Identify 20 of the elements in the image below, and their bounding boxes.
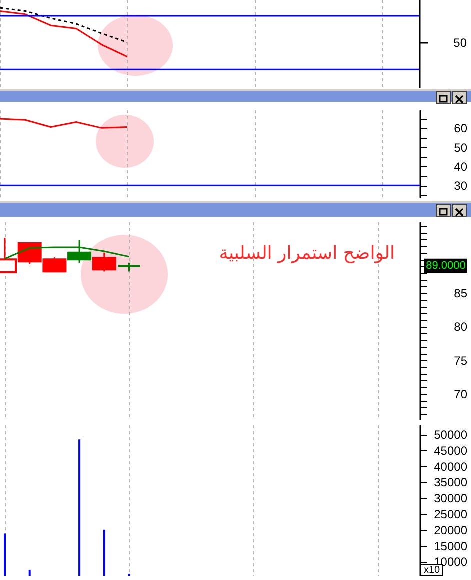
y-tick-label: 35000	[434, 476, 468, 490]
y-tick-label: 45000	[434, 444, 468, 458]
y-tick-label: 30000	[434, 492, 468, 506]
line-series	[0, 118, 128, 129]
y-tick-label: 75	[454, 354, 468, 368]
y-tick-label: 50000	[434, 428, 468, 442]
y-tick-label: 40000	[434, 460, 468, 474]
y-tick-label: 20000	[434, 523, 468, 538]
y-tick-label: 25000	[434, 508, 468, 522]
text: 89.0000	[426, 260, 466, 272]
y-tick-label: 85	[454, 286, 468, 301]
y-tick-label: 15000	[434, 539, 468, 554]
y-tick-label: 70	[454, 387, 468, 402]
y-tick-label: 50	[454, 140, 468, 155]
y-tick-label: 30	[454, 179, 468, 194]
y-tick-label: 60	[454, 122, 468, 136]
candlestick	[92, 252, 116, 272]
annotation: الواضح استمرار السلبية	[219, 243, 395, 264]
y-tick-label: 40	[454, 160, 468, 174]
y-tick-label: 80	[454, 320, 468, 334]
